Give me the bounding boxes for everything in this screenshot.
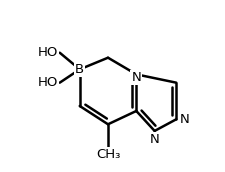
- Text: HO: HO: [38, 76, 58, 89]
- Text: N: N: [179, 113, 189, 126]
- Text: N: N: [131, 71, 141, 84]
- Text: CH₃: CH₃: [95, 148, 120, 161]
- Text: N: N: [149, 133, 159, 146]
- Text: B: B: [75, 63, 84, 76]
- Text: HO: HO: [38, 46, 58, 59]
